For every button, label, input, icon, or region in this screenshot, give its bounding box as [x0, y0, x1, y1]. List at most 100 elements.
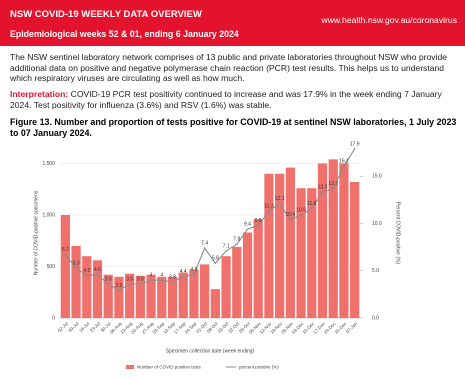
line-point — [289, 218, 292, 221]
data-label: 12.1 — [275, 196, 285, 202]
line-point — [96, 273, 99, 276]
bar — [307, 188, 317, 318]
line-point — [182, 275, 185, 278]
y-tick-label: 500 — [47, 264, 56, 270]
y2-tick-label: 0.0 — [372, 315, 379, 321]
header-url: www.health.nsw.gov.au/coronavirus — [321, 15, 457, 25]
data-label: 3.6 — [105, 276, 112, 282]
data-label: 3.6 — [137, 276, 144, 282]
interpretation-label: Interpretation: — [10, 89, 69, 99]
line-point — [193, 273, 195, 276]
bar — [200, 264, 210, 318]
y-tick-label: 0 — [52, 315, 55, 321]
bar — [157, 276, 167, 318]
legend-swatch — [126, 365, 134, 369]
data-label: 4 — [160, 273, 163, 279]
bar — [92, 260, 103, 318]
data-label: 6.7 — [62, 247, 69, 253]
line-point — [268, 210, 270, 213]
bar — [71, 245, 81, 318]
bar — [82, 256, 92, 318]
line-point — [300, 214, 302, 216]
y2-tick-label: 10.0 — [372, 221, 382, 227]
y-axis-label: Number of COVID-positive specimens — [33, 190, 39, 275]
y2-tick-label: 5.0 — [372, 268, 379, 274]
data-label: 4.6 — [190, 267, 197, 273]
bar — [264, 173, 274, 318]
data-label: 4.5 — [83, 268, 90, 274]
percent-line — [64, 148, 356, 292]
line-point — [160, 279, 163, 282]
data-label: 5.8 — [212, 256, 219, 262]
line-point — [332, 187, 335, 190]
legend-label: percent positive (%) — [239, 365, 279, 370]
bar — [221, 256, 231, 318]
data-label: 7.8 — [233, 237, 240, 243]
bar — [210, 289, 220, 318]
bar — [125, 273, 135, 318]
bar — [103, 274, 113, 318]
bar — [275, 173, 285, 318]
x-tick-label: 02-Jul — [57, 321, 69, 333]
interpretation: Interpretation: COVID-19 PCR test positi… — [10, 89, 460, 110]
bar — [135, 275, 145, 318]
bar — [317, 163, 328, 318]
x-tick-label: 09-Jul — [67, 321, 79, 333]
data-label: 3.6 — [126, 276, 133, 282]
line-point — [85, 274, 88, 277]
line-point — [353, 148, 356, 150]
y-tick-label: 1,500 — [42, 161, 55, 167]
header: NSW COVID-19 WEEKLY DATA OVERVIEW Epidem… — [0, 0, 465, 46]
line-point — [118, 289, 120, 292]
data-label: 10.9 — [296, 207, 306, 213]
line-point — [150, 279, 152, 282]
line-point — [139, 283, 142, 285]
line-point — [235, 243, 238, 246]
bar — [189, 269, 199, 318]
data-label: 5.3 — [73, 260, 80, 266]
header-subtitle: Epidemiological weeks 52 & 01, ending 6 … — [10, 29, 239, 39]
data-label: 11.3 — [264, 204, 274, 210]
line-point — [278, 202, 281, 205]
line-point — [257, 224, 260, 227]
bar — [296, 188, 306, 318]
data-label: 17.9 — [350, 141, 360, 147]
bar — [285, 167, 295, 318]
bar — [60, 214, 70, 318]
figure-title: Figure 13. Number and proportion of test… — [10, 117, 457, 138]
y-tick-label: 1,000 — [42, 212, 55, 218]
chart: 0 500 1,000 1,500 0.0 5.0 10.0 15.0 02-Jul09-Jul… — [33, 141, 400, 370]
data-label: 11.6 — [307, 201, 317, 207]
legend-label: Number of COVID positive tests — [137, 365, 202, 370]
line-point — [128, 283, 131, 285]
line-point — [107, 283, 110, 285]
bar — [232, 246, 242, 318]
line-point — [343, 165, 345, 167]
x-tick-label: 24-Sep — [184, 321, 198, 335]
line-point — [321, 191, 324, 194]
bar — [167, 276, 178, 318]
line-point — [64, 253, 67, 256]
data-label: 7.1 — [223, 243, 230, 249]
bar — [114, 276, 124, 318]
x-tick-label: 07-Jan — [345, 321, 359, 335]
data-label: 9.8 — [255, 218, 262, 224]
header-title: NSW COVID-19 WEEKLY DATA OVERVIEW — [10, 9, 202, 20]
bar — [328, 159, 338, 318]
bar — [350, 182, 360, 318]
data-label: 4 — [150, 273, 153, 279]
x-tick-label: 23-Jul — [89, 321, 101, 333]
bar — [242, 232, 253, 318]
y2-tick-label: 15.0 — [372, 174, 382, 180]
data-label: 4.6 — [94, 267, 101, 273]
data-label: 7.4 — [201, 240, 208, 246]
x-tick-label: 16-Jul — [78, 321, 90, 333]
data-label: 16.1 — [339, 158, 349, 164]
line-point — [310, 207, 313, 210]
line-point — [75, 267, 77, 269]
line-point — [214, 262, 217, 265]
x-axis-label: Specimen collection date (week ending) — [166, 348, 255, 354]
interpretation-text: COVID-19 PCR test positivity continued t… — [10, 89, 442, 110]
data-label: 9.4 — [244, 222, 251, 228]
